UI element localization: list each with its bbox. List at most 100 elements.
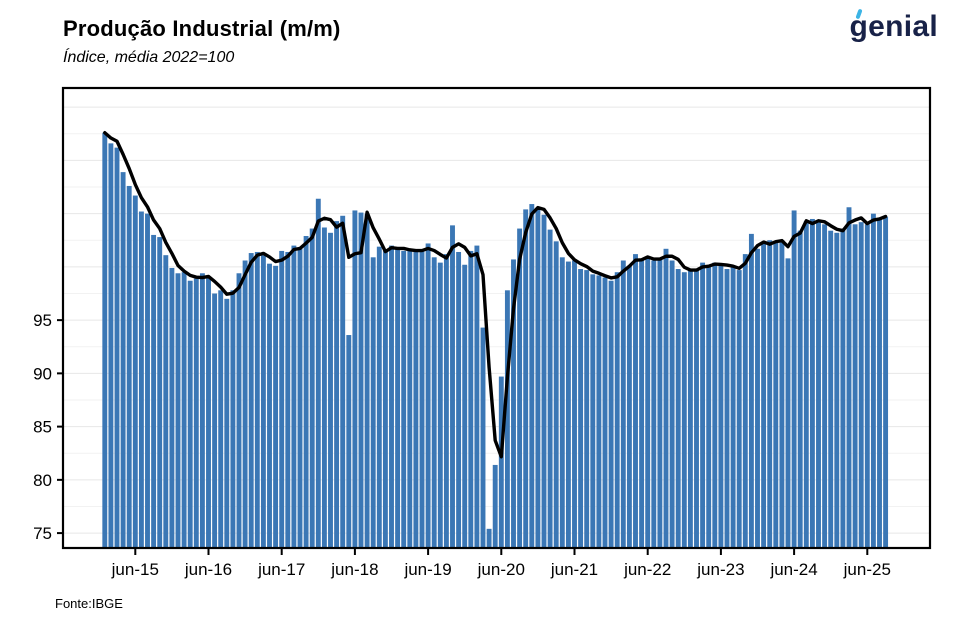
bar — [145, 213, 150, 548]
bar — [468, 250, 474, 549]
bar — [126, 185, 132, 548]
bar — [675, 269, 681, 548]
bar — [858, 222, 864, 549]
bar — [462, 264, 468, 548]
x-axis-label: jun-24 — [769, 560, 817, 579]
bar — [297, 247, 303, 548]
x-axis-label: jun-15 — [111, 560, 159, 579]
bar — [590, 274, 596, 548]
bar — [852, 224, 858, 549]
y-axis-label: 95 — [33, 311, 52, 330]
bar — [694, 269, 699, 548]
bar — [809, 218, 815, 548]
bar — [108, 143, 114, 548]
bar — [212, 293, 218, 548]
bar — [687, 269, 693, 548]
bar — [846, 207, 852, 548]
bar — [620, 260, 626, 548]
bar — [193, 278, 199, 548]
panel-border — [61, 86, 932, 550]
bar — [291, 245, 297, 548]
bar — [486, 528, 492, 548]
bar — [419, 250, 425, 549]
bar — [651, 260, 657, 548]
bar — [102, 132, 108, 548]
bar — [346, 335, 352, 548]
bar — [474, 245, 480, 548]
bar — [169, 267, 175, 548]
bar — [120, 172, 126, 548]
bar — [151, 234, 157, 548]
x-axis-label: jun-17 — [257, 560, 305, 579]
bar — [254, 251, 260, 549]
bar — [529, 204, 535, 548]
bar — [157, 237, 163, 548]
moving-average-line — [103, 131, 888, 459]
y-axis-label: 75 — [33, 524, 52, 543]
x-axis-label: jun-21 — [550, 560, 598, 579]
x-axis-label: jun-20 — [477, 560, 525, 579]
bar — [352, 210, 358, 548]
bar — [492, 464, 498, 548]
bar — [132, 195, 138, 549]
bar — [334, 221, 340, 548]
bar — [797, 230, 803, 548]
bar — [883, 216, 889, 548]
industrial-production-chart: 75 80 85 90 95 jun-15 jun-16 jun-17 jun-18 jun-19… — [33, 86, 932, 579]
bar — [504, 290, 510, 548]
bar — [370, 257, 376, 548]
bar — [389, 245, 394, 548]
bar — [773, 241, 779, 548]
bar — [138, 211, 144, 548]
bar — [645, 257, 651, 548]
bar — [260, 255, 266, 548]
bar — [187, 280, 193, 548]
bar — [584, 270, 590, 548]
genial-logo: genial — [850, 8, 939, 42]
bar — [267, 263, 272, 548]
bar — [425, 243, 431, 548]
y-axis-label: 90 — [33, 364, 52, 383]
x-axis-label: jun-23 — [696, 560, 744, 579]
bar — [523, 209, 529, 548]
bar — [706, 266, 712, 548]
bar — [309, 228, 315, 548]
bar — [480, 327, 486, 548]
bar — [724, 269, 730, 548]
bar — [608, 280, 614, 548]
bar — [395, 248, 401, 549]
x-axis-label: jun-22 — [623, 560, 671, 579]
bar — [816, 222, 821, 549]
chart-subtitle: Índice, média 2022=100 — [63, 49, 235, 66]
bar — [572, 260, 577, 548]
bar — [633, 254, 638, 549]
bar — [340, 215, 346, 548]
bar — [663, 248, 669, 549]
bar — [541, 214, 547, 548]
bar — [224, 298, 230, 548]
bar — [828, 230, 834, 548]
bar — [578, 269, 584, 548]
bar — [803, 221, 809, 548]
bar — [376, 246, 382, 548]
bar — [596, 275, 602, 548]
bar — [230, 290, 236, 548]
bar — [364, 213, 370, 548]
bar — [163, 255, 169, 548]
bar — [181, 272, 187, 548]
bar — [565, 261, 571, 548]
bar — [401, 250, 407, 549]
bar — [626, 265, 632, 548]
x-axis-label: jun-18 — [330, 560, 378, 579]
bar — [559, 257, 565, 548]
y-axis-label: 85 — [33, 418, 52, 437]
bar — [273, 265, 279, 548]
bar — [840, 228, 846, 548]
bar — [870, 213, 876, 548]
bar — [382, 250, 388, 549]
bar — [864, 224, 870, 549]
bar — [328, 232, 333, 548]
bar — [547, 229, 553, 548]
bar — [736, 270, 742, 548]
